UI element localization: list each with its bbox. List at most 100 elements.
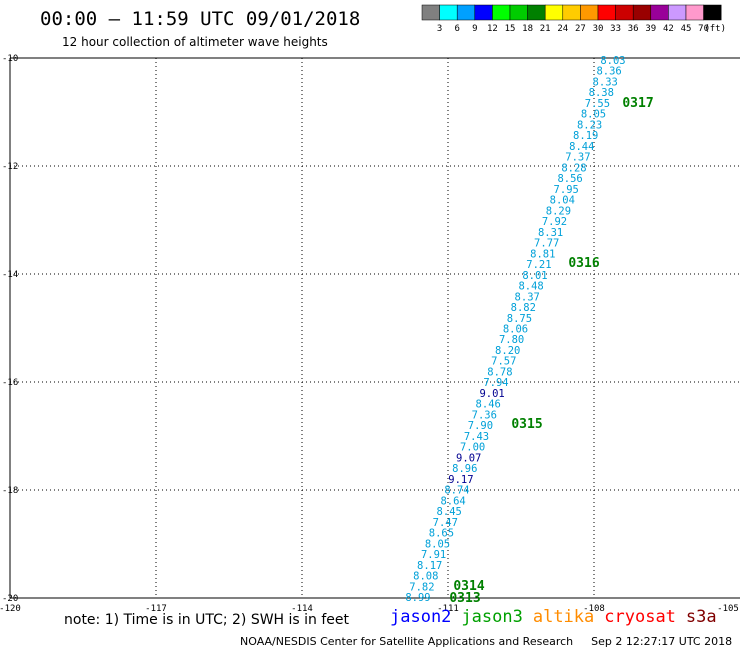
- legend-swatch: [527, 4, 546, 21]
- footer-timestamp: Sep 2 12:27:17 UTC 2018: [591, 635, 733, 648]
- map-grid: [9, 57, 740, 599]
- legend-label: 27: [575, 24, 586, 34]
- legend-label: 21: [540, 24, 551, 34]
- legend-swatch: [492, 4, 511, 21]
- legend-label: 18: [522, 24, 533, 34]
- swh-value: 7.36: [472, 409, 497, 421]
- swh-value: 8.65: [429, 528, 454, 540]
- legend-label: 15: [505, 24, 516, 34]
- swh-value: 7.47: [433, 517, 458, 529]
- swh-value: 8.29: [546, 205, 571, 217]
- legend-label: 30: [593, 24, 604, 34]
- legend-label: 6: [454, 24, 459, 34]
- legend-swatch: [580, 4, 599, 21]
- swh-value: 8.31: [538, 227, 563, 239]
- swh-value: 8.44: [569, 141, 594, 153]
- swh-value: 8.82: [511, 302, 536, 314]
- lat-tick-label: -16: [2, 378, 18, 388]
- swh-value: 7.92: [542, 216, 567, 228]
- page-title: 00:00 – 11:59 UTC 09/01/2018: [40, 8, 361, 30]
- legend-swatch: [650, 4, 669, 21]
- sat-cryosat: cryosat: [604, 607, 676, 627]
- pass-label: 0315: [511, 417, 542, 432]
- legend-swatch: [703, 4, 722, 21]
- swh-value: 7.00: [460, 442, 485, 454]
- swh-value: 8.56: [557, 173, 582, 185]
- swh-value: 8.81: [530, 248, 555, 260]
- legend-swatch: [421, 4, 440, 21]
- legend-label: 3: [437, 24, 442, 34]
- lon-tick-label: -111: [437, 604, 459, 614]
- lon-tick-label: -108: [583, 604, 605, 614]
- swh-value: 8.37: [515, 291, 540, 303]
- legend-swatch: [615, 4, 634, 21]
- swh-value: 7.82: [409, 581, 434, 593]
- legend-swatch: [439, 4, 458, 21]
- satellite-track: 8.038.368.338.387.558.058.238.198.447.37…: [405, 55, 625, 604]
- lat-tick-label: -18: [2, 486, 18, 496]
- lon-tick-label: -117: [145, 604, 167, 614]
- swh-value: 8.36: [596, 66, 621, 78]
- swh-value: 8.20: [495, 345, 520, 357]
- legend-label: 42: [663, 24, 674, 34]
- swh-value: 7.91: [421, 549, 446, 561]
- swh-value: 8.38: [589, 87, 614, 99]
- swh-value: 7.77: [534, 238, 559, 250]
- swh-value: 7.90: [468, 420, 493, 432]
- swh-value: 7.80: [499, 334, 524, 346]
- lon-tick-label: -105: [717, 604, 739, 614]
- legend-swatch: [544, 4, 564, 21]
- lon-tick-label: -114: [291, 604, 313, 614]
- pass-label: 0313: [449, 591, 480, 606]
- swh-value: 8.04: [550, 195, 575, 207]
- legend-swatch: [597, 4, 616, 21]
- sat-jason2: jason2: [390, 607, 452, 627]
- swh-value: 8.03: [600, 55, 625, 67]
- swh-value: 8.46: [476, 399, 501, 411]
- pass-label: 0317: [622, 96, 653, 111]
- swh-value: 7.37: [565, 152, 590, 164]
- swh-value: 8.17: [417, 560, 442, 572]
- legend-label: 9: [472, 24, 477, 34]
- pass-label: 0316: [568, 256, 599, 271]
- legend-label: 70: [698, 24, 709, 34]
- swh-value: 9.01: [479, 388, 504, 400]
- legend-label: (ft): [704, 24, 726, 34]
- legend-swatch: [685, 4, 704, 21]
- page-subtitle: 12 hour collection of altimeter wave hei…: [62, 35, 328, 49]
- legend-swatch: [456, 4, 476, 21]
- swh-value: 8.75: [507, 313, 532, 325]
- swh-value: 7.55: [585, 98, 610, 110]
- lat-tick-label: -10: [2, 54, 18, 64]
- swh-value: 8.64: [440, 495, 465, 507]
- swh-value: 8.23: [577, 119, 602, 131]
- sat-jason3: jason3: [461, 607, 523, 627]
- swh-value: 8.08: [413, 571, 438, 583]
- sat-altika: altika: [532, 607, 595, 627]
- lat-tick-label: -14: [2, 270, 18, 280]
- legend-label: 12: [487, 24, 498, 34]
- swh-value: 9.17: [448, 474, 473, 486]
- legend-swatch: [562, 4, 581, 21]
- swh-value: 8.05: [581, 109, 606, 121]
- legend-label: 24: [557, 24, 568, 34]
- lon-tick-label: -120: [0, 604, 21, 614]
- lat-tick-label: -12: [2, 162, 18, 172]
- legend-swatch: [474, 4, 493, 21]
- swh-value: 8.74: [444, 485, 469, 497]
- footer-credit: NOAA/NESDIS Center for Satellite Applica…: [240, 635, 574, 648]
- footer: NOAA/NESDIS Center for Satellite Applica…: [240, 635, 732, 648]
- legend-label: 39: [645, 24, 656, 34]
- pass-label: 0314: [453, 579, 484, 594]
- swh-value: 8.48: [518, 281, 543, 293]
- legend-swatch: [509, 4, 528, 21]
- legend-swatch: [632, 4, 652, 21]
- swh-value: 8.99: [405, 592, 430, 604]
- swh-value: 9.07: [456, 452, 481, 464]
- swh-value: 7.94: [483, 377, 508, 389]
- swh-value: 7.57: [491, 356, 516, 368]
- swh-value: 8.01: [522, 270, 547, 282]
- swh-value: 7.95: [554, 184, 579, 196]
